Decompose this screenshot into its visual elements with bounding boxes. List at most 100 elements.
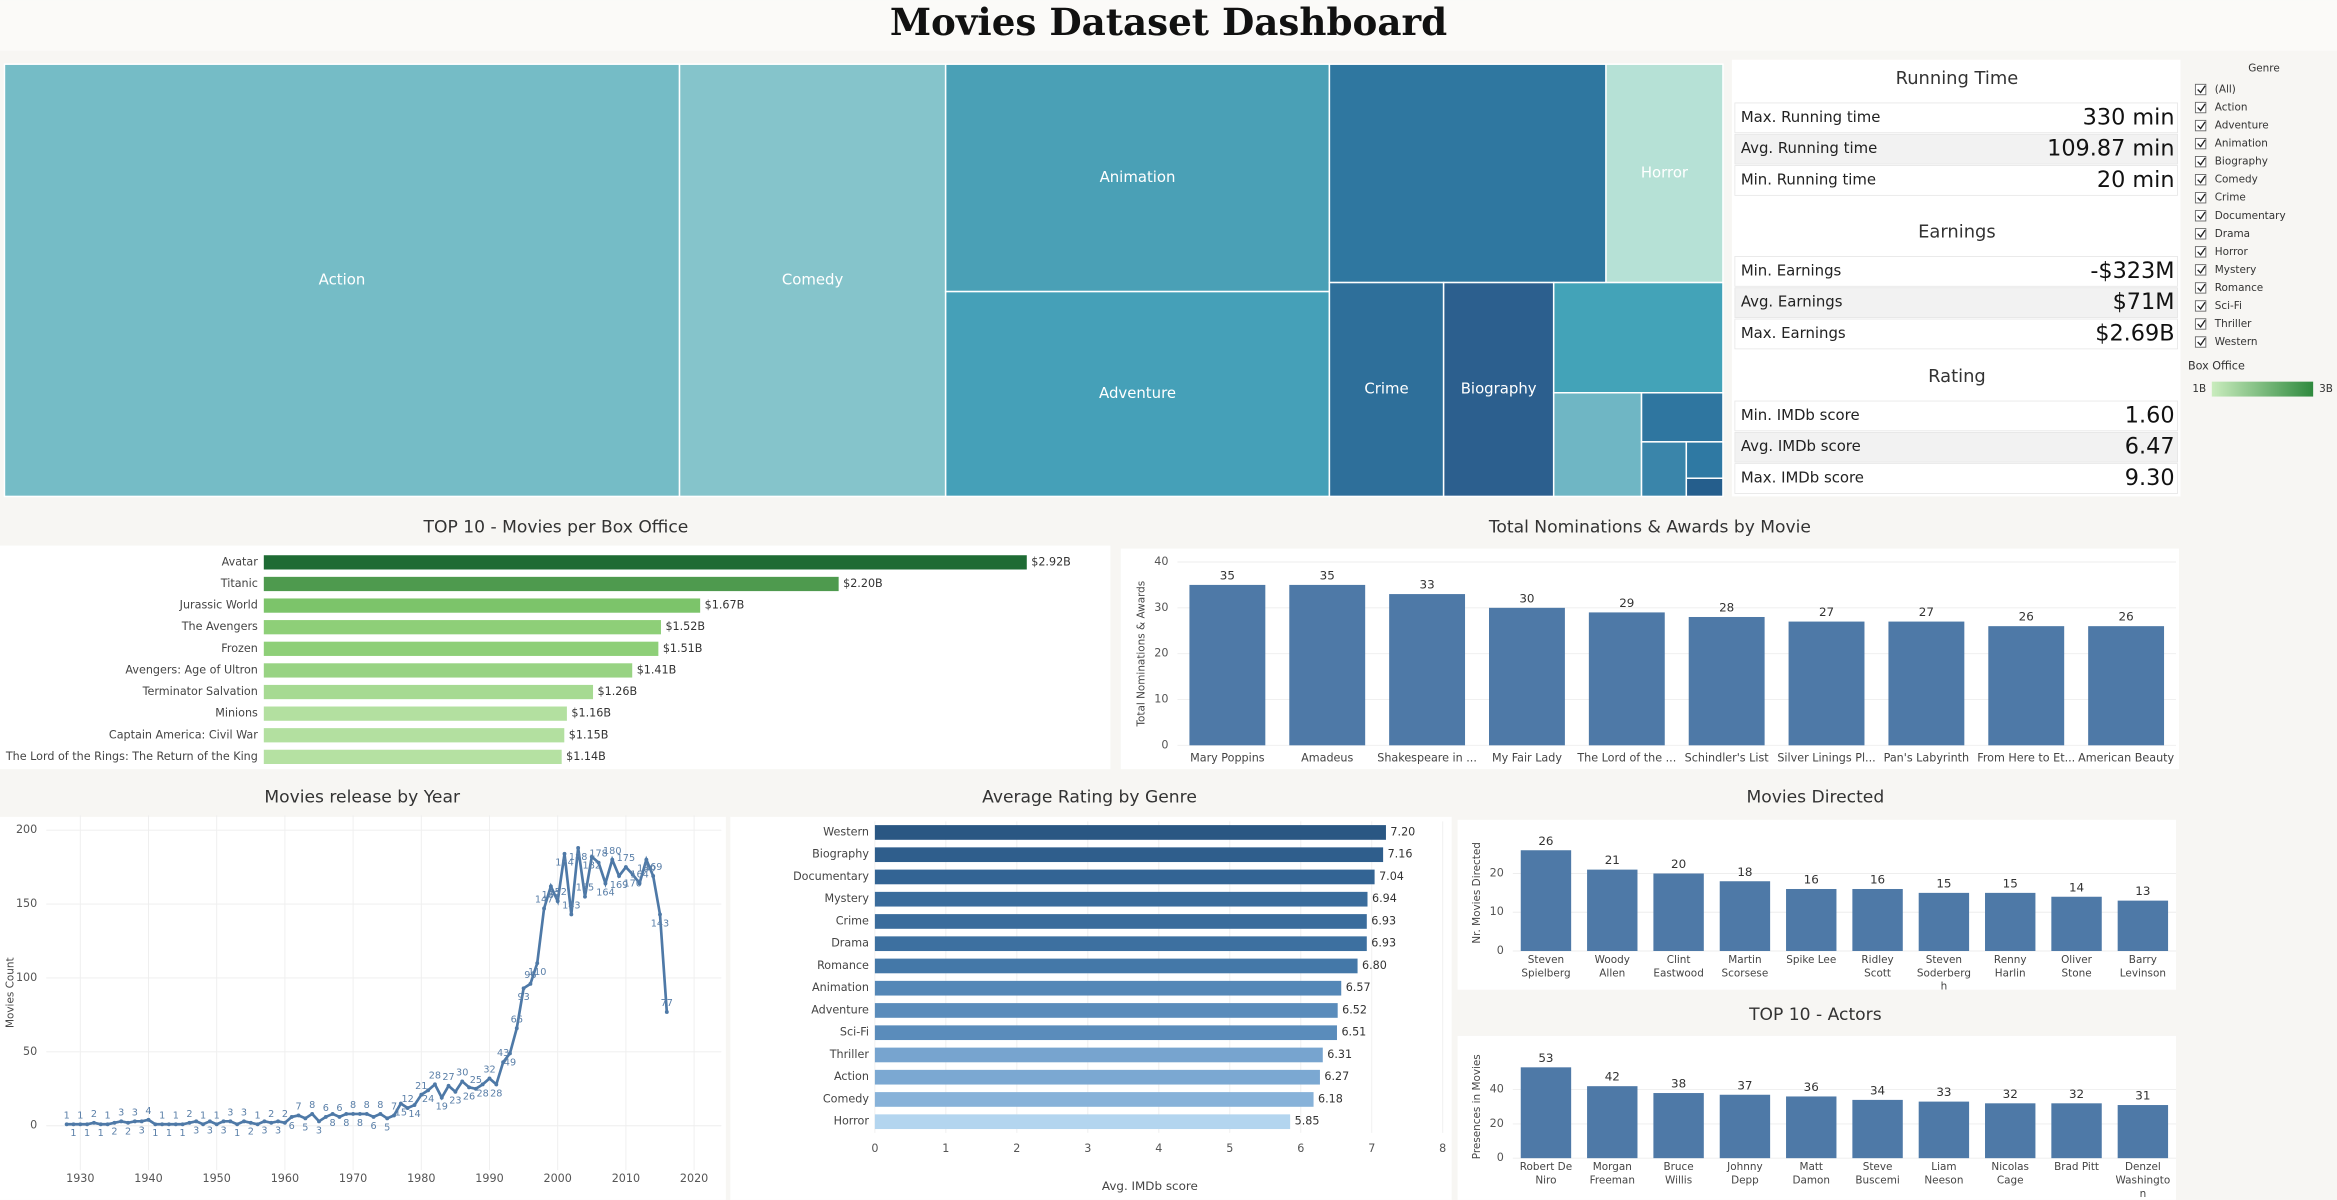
- filter-checkbox[interactable]: [2194, 318, 2207, 330]
- filter-checkbox[interactable]: [2194, 336, 2207, 348]
- value-label: 6.93: [1371, 914, 1396, 927]
- x-tick-label: Bruce Willis: [1663, 1161, 1694, 1187]
- value-label: 152: [548, 887, 566, 898]
- filter-checkbox[interactable]: [2194, 228, 2207, 240]
- point: [617, 874, 622, 878]
- filter-option[interactable]: Biography: [2215, 156, 2268, 168]
- filter-option[interactable]: Action: [2215, 102, 2248, 114]
- value-label: 180: [603, 846, 621, 857]
- point: [180, 1122, 185, 1127]
- y-tick-label: 40: [1490, 1083, 1504, 1096]
- point: [194, 1119, 199, 1124]
- value-label: 31: [2135, 1089, 2150, 1103]
- value-label: 8: [364, 1100, 370, 1111]
- point: [487, 1076, 492, 1081]
- filter-option[interactable]: Animation: [2215, 138, 2268, 150]
- bar: [1189, 584, 1266, 746]
- filter-checkbox[interactable]: [2194, 155, 2207, 168]
- filter-option[interactable]: Thriller: [2214, 318, 2252, 330]
- filter-checkbox[interactable]: [2194, 101, 2207, 114]
- value-label: 6.27: [1324, 1070, 1349, 1083]
- y-tick-label: Frozen: [221, 642, 258, 655]
- kpi-section-title: Running Time: [1896, 68, 2019, 89]
- kpi-value: 20 min: [2097, 167, 2175, 193]
- x-tick-label: Steve Buscemi: [1855, 1161, 1900, 1187]
- value-label: 1: [152, 1128, 158, 1139]
- treemap-label: Animation: [1100, 168, 1176, 186]
- value-label: 2: [282, 1109, 288, 1120]
- value-label: 26: [463, 1091, 475, 1102]
- point: [228, 1119, 233, 1124]
- bar: [874, 1025, 1337, 1041]
- bar: [1786, 888, 1837, 951]
- filter-option[interactable]: Western: [2215, 336, 2258, 348]
- filter-checkbox[interactable]: [2194, 246, 2207, 258]
- point: [494, 1082, 499, 1087]
- filter-option[interactable]: Horror: [2215, 246, 2249, 258]
- value-label: 7.20: [1390, 825, 1415, 838]
- value-label: 33: [1420, 578, 1435, 592]
- y-tick-label: 0: [1497, 1151, 1504, 1164]
- filter-option[interactable]: Drama: [2215, 228, 2250, 240]
- check-mark: [2197, 283, 2206, 292]
- bar: [1719, 881, 1771, 951]
- filter-checkbox[interactable]: [2194, 83, 2207, 96]
- filter-option[interactable]: Adventure: [2215, 120, 2269, 132]
- bar: [1786, 1096, 1837, 1159]
- filter-checkbox[interactable]: [2194, 210, 2207, 222]
- bar: [1719, 1094, 1771, 1159]
- point: [664, 1010, 669, 1014]
- filter-option[interactable]: Documentary: [2215, 210, 2286, 222]
- kpi-row: [1734, 463, 2178, 494]
- value-label: 6: [323, 1103, 329, 1114]
- treemap-label: Crime: [1364, 379, 1408, 397]
- x-tick-label-box: Johnny Depp: [1727, 1161, 1762, 1186]
- value-label: 21: [415, 1081, 427, 1092]
- value-label: 32: [2069, 1087, 2084, 1101]
- bar: [874, 914, 1367, 929]
- x-tick-label: Oliver Stone: [2061, 953, 2092, 980]
- value-label: 188: [569, 852, 587, 863]
- kpi-label: Avg. Earnings: [1741, 293, 1843, 311]
- point: [139, 1119, 144, 1124]
- value-label: 1: [234, 1128, 240, 1139]
- filter-checkbox[interactable]: [2194, 192, 2207, 204]
- bar: [2051, 1103, 2102, 1159]
- kpi-row: [1734, 287, 2178, 318]
- filter-option[interactable]: Romance: [2215, 282, 2263, 294]
- x-tick-label: Steven Soderbergh: [1916, 953, 1971, 993]
- bar: [263, 576, 839, 592]
- filter-checkbox[interactable]: [2194, 264, 2207, 276]
- point: [426, 1088, 431, 1093]
- kpi-row: [1734, 400, 2178, 432]
- filter-option[interactable]: (All): [2215, 84, 2236, 96]
- filter-checkbox[interactable]: [2194, 137, 2207, 150]
- filter-option[interactable]: Mystery: [2215, 264, 2257, 276]
- value-label: 170: [623, 878, 641, 889]
- point: [623, 865, 628, 870]
- point: [610, 857, 615, 862]
- value-label: $1.41B: [637, 663, 677, 676]
- x-tick-label: Silver Linings Pl...: [1777, 752, 1875, 765]
- filter-option[interactable]: Sci-Fi: [2215, 300, 2242, 312]
- value-label: 5: [384, 1122, 390, 1133]
- filter-checkbox[interactable]: [2194, 282, 2207, 294]
- filter-option[interactable]: Crime: [2215, 192, 2246, 204]
- filter-option[interactable]: Comedy: [2215, 174, 2258, 186]
- value-label: 3: [261, 1125, 267, 1136]
- check-mark: [2197, 319, 2206, 329]
- kpi-value: 9.30: [2125, 465, 2175, 491]
- point: [255, 1122, 260, 1127]
- point: [282, 1120, 287, 1125]
- bar: [1520, 1067, 1572, 1159]
- point: [589, 854, 594, 859]
- value-label: 6.18: [1318, 1092, 1343, 1105]
- filter-checkbox[interactable]: [2194, 174, 2207, 186]
- value-label: 33: [1936, 1085, 1951, 1099]
- legend-gradient: [2211, 381, 2314, 397]
- value-label: $2.20B: [843, 577, 883, 590]
- filter-checkbox[interactable]: [2194, 119, 2207, 132]
- value-label: 28: [1719, 601, 1734, 615]
- treemap-tile: [944, 290, 1331, 498]
- filter-checkbox[interactable]: [2194, 300, 2207, 312]
